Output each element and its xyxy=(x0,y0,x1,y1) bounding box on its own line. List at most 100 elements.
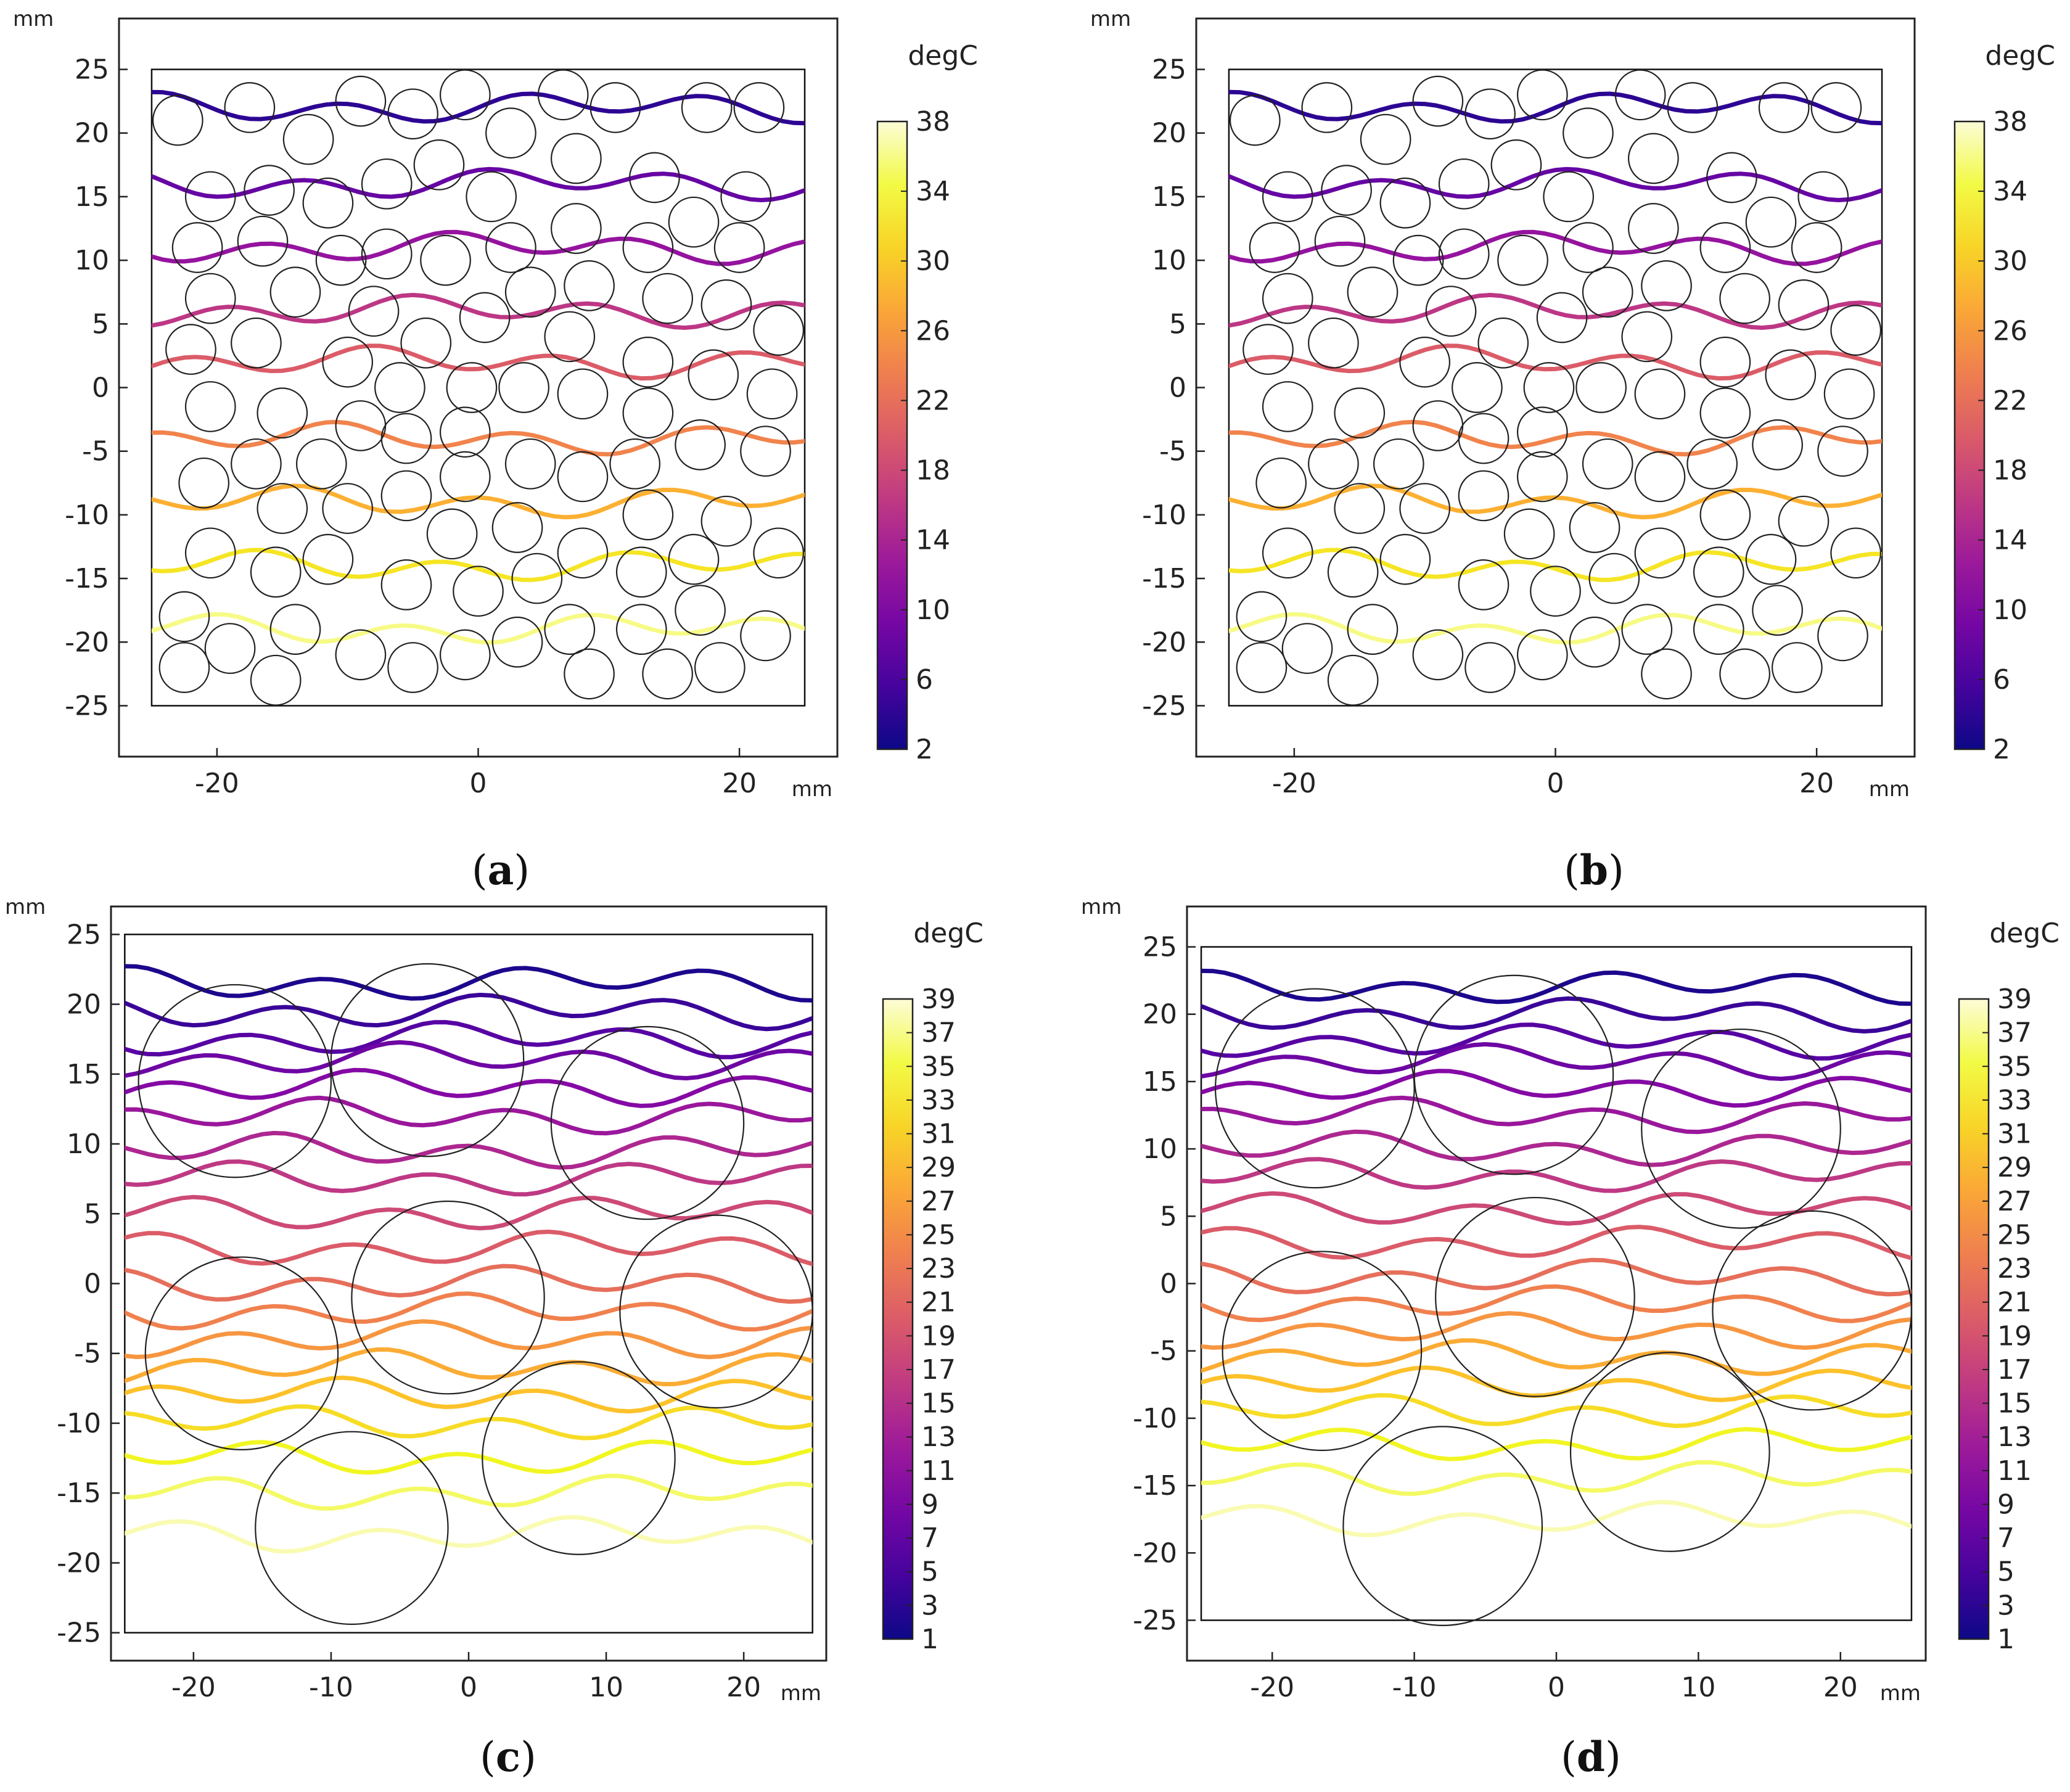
inclusion-circle xyxy=(482,1361,676,1555)
inclusion-circle xyxy=(498,362,549,413)
inclusion-circle xyxy=(426,508,478,560)
y-tick-label: -15 xyxy=(1133,1470,1177,1502)
inclusion-circle xyxy=(453,565,504,617)
inclusion-circle xyxy=(1321,165,1372,216)
y-tick-label: 0 xyxy=(92,372,109,404)
inclusion-circle xyxy=(557,527,609,579)
y-tick-label: -20 xyxy=(57,1547,101,1579)
inclusion-circle xyxy=(257,483,308,534)
inclusion-circle xyxy=(1817,610,1868,662)
isotherm-line xyxy=(125,1095,813,1136)
inclusion-circle xyxy=(250,546,302,598)
colorbar-tick-label: 17 xyxy=(1997,1354,2032,1386)
inclusion-circle xyxy=(1425,286,1477,337)
inclusion-circle xyxy=(439,451,491,503)
inclusion-circle xyxy=(315,234,367,286)
panel-c: -20 -10 0 10 20-25-20-15-10-50510152025mmmm1… xyxy=(5,895,984,1781)
colorbar-title: degC xyxy=(913,918,984,949)
colorbar-tick-label: 31 xyxy=(921,1119,956,1150)
inclusion-circle xyxy=(491,502,543,553)
inclusion-circle xyxy=(1452,362,1503,413)
colorbar-tick-label: 21 xyxy=(921,1287,956,1318)
y-tick-label: 20 xyxy=(1152,118,1186,149)
y-axis-unit-label: mm xyxy=(5,895,46,919)
x-axis-unit-label: mm xyxy=(1880,1681,1921,1706)
isotherm-line xyxy=(1201,1042,1912,1082)
colorbar-tick-label: 22 xyxy=(916,385,950,416)
inclusion-circle xyxy=(302,177,354,229)
inclusion-circle xyxy=(504,438,556,490)
y-tick-label: 15 xyxy=(75,181,109,213)
colorbar-tick-label: 27 xyxy=(921,1186,956,1217)
isotherm-line xyxy=(125,1067,813,1108)
domain-boundary xyxy=(150,68,806,707)
x-tick-label: 20 xyxy=(1823,1672,1858,1703)
inclusion-circle xyxy=(1412,75,1464,127)
y-tick-label: 20 xyxy=(67,989,101,1021)
inclusion-circle xyxy=(1327,546,1379,598)
colorbar-tick-label: 30 xyxy=(1993,245,2027,277)
inclusion-circle xyxy=(1719,273,1770,324)
inclusion-circle xyxy=(144,1256,339,1450)
inclusion-circle xyxy=(609,438,661,490)
inclusion-circle xyxy=(1503,508,1555,560)
isotherm-line xyxy=(1201,1365,1912,1402)
inclusion-circle xyxy=(1516,451,1568,503)
y-tick-label: 5 xyxy=(1169,308,1186,340)
panel-caption: (b) xyxy=(1564,846,1624,894)
isotherm-line xyxy=(125,1020,813,1059)
inclusion-circle xyxy=(302,533,354,585)
x-tick-label: -20 xyxy=(1250,1672,1294,1703)
isotherm-line xyxy=(151,292,805,331)
colorbar-tick-label: 30 xyxy=(916,245,950,277)
inclusion-circle xyxy=(491,616,543,668)
inclusion-circle xyxy=(1399,483,1451,534)
inclusion-circle xyxy=(1614,69,1666,121)
inclusion-circle xyxy=(1379,533,1431,585)
inclusion-circle xyxy=(446,362,498,413)
colorbar-tick-label: 29 xyxy=(1997,1152,2032,1183)
inclusion-circle xyxy=(1563,222,1614,273)
colorbar-tick-label: 26 xyxy=(916,315,950,347)
inclusion-circle xyxy=(753,527,805,579)
inclusion-circle xyxy=(694,642,745,693)
x-tick-label: 20 xyxy=(726,1672,761,1703)
inclusion-circle xyxy=(250,654,302,706)
isotherm-line xyxy=(1228,612,1883,645)
isotherm-line xyxy=(1228,89,1883,126)
inclusion-circle xyxy=(158,642,210,693)
colorbar xyxy=(1953,120,1986,750)
inclusion-circle xyxy=(269,604,321,655)
inclusion-circle xyxy=(237,215,289,267)
inclusion-circle xyxy=(335,75,387,127)
colorbar-tick-label: 23 xyxy=(1997,1253,2032,1284)
y-tick-label: -15 xyxy=(57,1478,101,1509)
isotherm-line xyxy=(1201,1129,1912,1167)
isotherm-line xyxy=(151,166,805,203)
isotherm-line xyxy=(1201,1460,1912,1496)
inclusion-circle xyxy=(1641,648,1692,700)
colorbar-tick-label: 33 xyxy=(1997,1085,2032,1116)
y-tick-label: 10 xyxy=(1152,245,1186,276)
inclusion-circle xyxy=(1399,336,1451,388)
inclusion-circle xyxy=(1823,368,1875,420)
colorbar-tick-label: 11 xyxy=(921,1455,956,1487)
inclusion-circle xyxy=(1360,113,1411,165)
colorbar xyxy=(1958,998,1990,1640)
y-tick-label: -20 xyxy=(65,627,109,658)
inclusion-circle xyxy=(1699,387,1751,439)
y-tick-label: 25 xyxy=(67,919,101,950)
inclusion-circle xyxy=(1464,642,1516,693)
inclusion-circle xyxy=(1477,317,1529,369)
inclusion-circle xyxy=(1563,107,1614,159)
isotherm-line xyxy=(1228,548,1883,582)
colorbar-title: degC xyxy=(1985,40,2055,72)
inclusion-circle xyxy=(184,381,236,432)
colorbar-tick-label: 5 xyxy=(921,1556,938,1588)
inclusion-circle xyxy=(1262,273,1313,324)
inclusion-circle xyxy=(1435,1196,1635,1397)
colorbar-tick-label: 3 xyxy=(921,1590,938,1621)
isotherm-line xyxy=(1201,1157,1912,1193)
y-tick-label: -5 xyxy=(1159,436,1186,467)
inclusion-circle xyxy=(184,171,236,223)
